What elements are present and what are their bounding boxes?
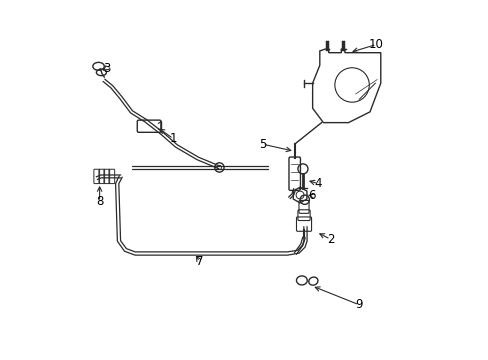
- Text: 6: 6: [307, 189, 315, 202]
- Text: 4: 4: [314, 177, 321, 190]
- Text: 9: 9: [355, 298, 362, 311]
- Text: 7: 7: [196, 255, 203, 268]
- Text: 5: 5: [258, 138, 265, 150]
- Text: 3: 3: [102, 62, 110, 75]
- Text: 1: 1: [169, 132, 177, 145]
- Text: 2: 2: [326, 233, 334, 246]
- Text: 8: 8: [96, 195, 103, 208]
- Text: 10: 10: [368, 38, 383, 51]
